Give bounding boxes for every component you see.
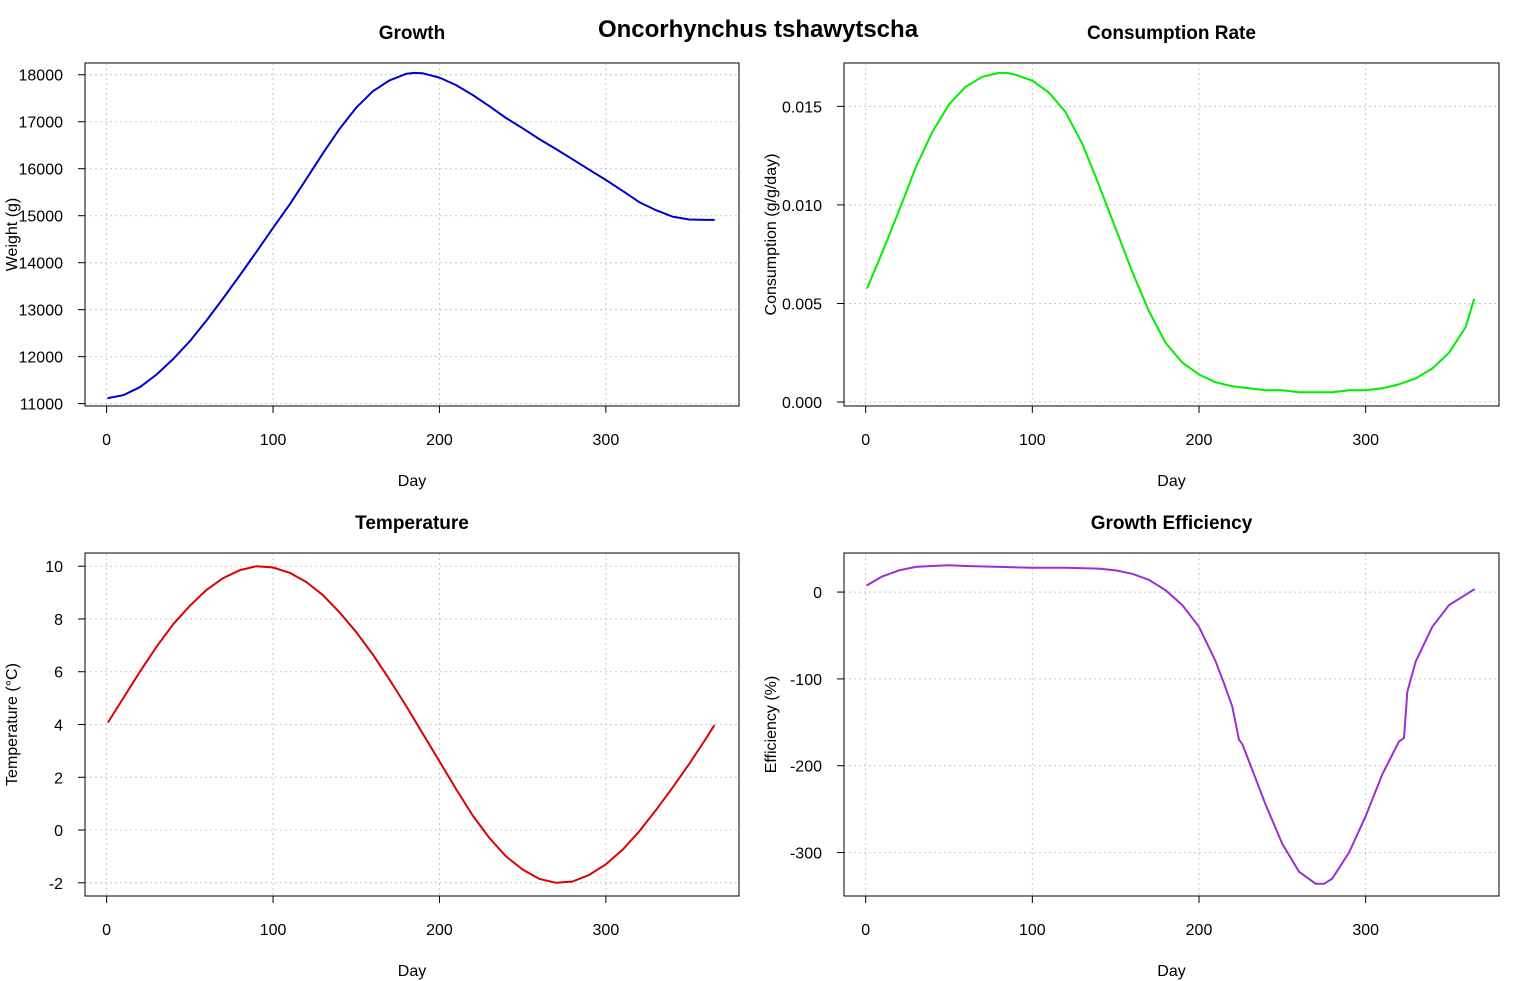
y-axis-label: Efficiency (%) (763, 676, 780, 774)
y-tick-label: 6 (54, 665, 63, 682)
y-axis-label: Temperature (°C) (4, 663, 21, 786)
plot-area: 0 100 200 300 11000 12000 13000 14000 15000 16000… (19, 62, 740, 449)
y-tick-label: 14000 (19, 256, 64, 273)
x-axis-label: Day (398, 473, 426, 490)
x-axis-label: Day (1157, 963, 1185, 980)
y-axis-label: Weight (g) (4, 198, 21, 272)
panel-title: Growth Efficiency (1091, 513, 1253, 534)
x-tick-label: 100 (1019, 922, 1046, 939)
x-tick-label: 200 (1186, 432, 1213, 449)
y-tick-label: 0 (813, 585, 822, 602)
y-tick-label: -2 (49, 876, 63, 893)
y-tick-label: 0.015 (782, 99, 822, 116)
x-tick-label: 0 (861, 432, 870, 449)
y-tick-label: 10 (45, 559, 63, 576)
y-tick-label: 17000 (19, 115, 64, 132)
panel-title: Growth (379, 23, 446, 44)
y-tick-label: -100 (790, 672, 822, 689)
y-tick-label: 4 (54, 718, 63, 735)
y-tick-label: 15000 (19, 209, 64, 226)
y-tick-label: 8 (54, 612, 63, 629)
y-tick-label: 2 (54, 770, 63, 787)
y-tick-label: 12000 (19, 350, 64, 367)
series-line (107, 565, 715, 884)
x-tick-label: 0 (102, 432, 111, 449)
x-axis-label: Day (1157, 473, 1185, 490)
y-tick-label: 13000 (19, 303, 64, 320)
y-tick-label: 18000 (19, 68, 64, 85)
plot-frame (843, 62, 1500, 407)
series-line (866, 71, 1475, 394)
panel-growth: Growth Day Weight (g) 0 100 200 300 11000 120… (4, 23, 740, 490)
y-axis-label: Consumption (g/g/day) (763, 154, 780, 316)
panel-title: Consumption Rate (1087, 23, 1256, 44)
x-tick-label: 300 (593, 922, 620, 939)
y-tick-label: 0 (54, 823, 63, 840)
x-tick-label: 200 (1186, 922, 1213, 939)
plot-area: 0 100 200 300 -2 0 2 4 6 8 10 (45, 552, 740, 939)
y-tick-label: 0.000 (782, 395, 822, 412)
x-tick-label: 0 (861, 922, 870, 939)
plot-area: 0 100 200 300 -300 -200 -100 0 (790, 552, 1500, 939)
x-tick-label: 300 (1352, 922, 1379, 939)
panel-growth-efficiency: Growth Efficiency Day Efficiency (%) 0 10… (763, 513, 1500, 980)
plot-frame (84, 62, 740, 407)
x-tick-label: 100 (1019, 432, 1046, 449)
x-tick-label: 100 (260, 922, 287, 939)
y-tick-label: 0.010 (782, 198, 822, 215)
x-tick-label: 200 (426, 922, 453, 939)
x-tick-label: 300 (593, 432, 620, 449)
y-tick-label: -200 (790, 759, 822, 776)
panel-consumption-rate: Consumption Rate Day Consumption (g/g/da… (763, 23, 1500, 490)
y-tick-label: -300 (790, 846, 822, 863)
series-line (107, 71, 715, 399)
x-tick-label: 0 (102, 922, 111, 939)
figure-title: Oncorhynchus tshawytscha (598, 16, 919, 43)
y-tick-label: 11000 (20, 397, 63, 414)
y-tick-label: 0.005 (782, 296, 822, 313)
panel-temperature: Temperature Day Temperature (°C) 0 100 200… (4, 513, 740, 980)
x-tick-label: 300 (1352, 432, 1379, 449)
panel-title: Temperature (355, 513, 469, 534)
plot-area: 0 100 200 300 0.000 0.005 0.010 0.015 (782, 62, 1500, 449)
x-tick-label: 200 (426, 432, 453, 449)
plot-frame (843, 552, 1500, 897)
y-tick-label: 16000 (19, 162, 64, 179)
x-tick-label: 100 (260, 432, 287, 449)
x-axis-label: Day (398, 963, 426, 980)
series-line (866, 564, 1475, 885)
